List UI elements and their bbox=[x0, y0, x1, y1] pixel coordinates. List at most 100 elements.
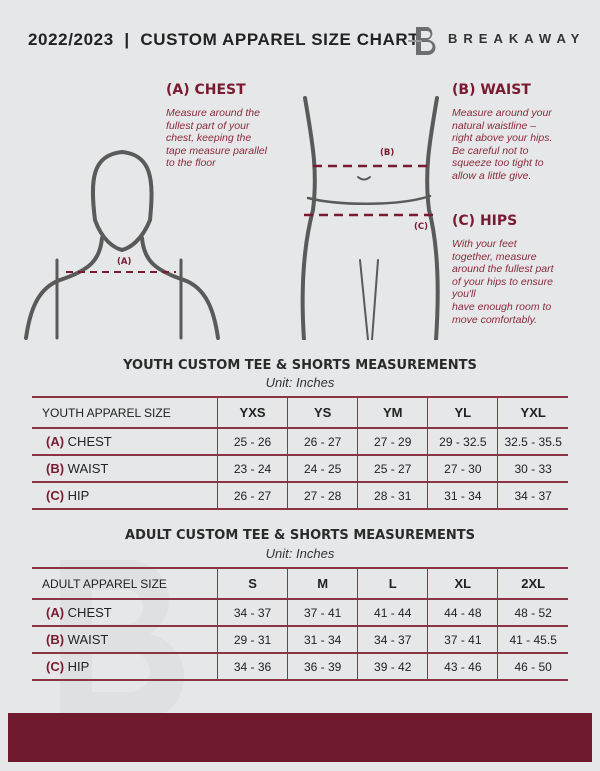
measurement-cell: 25 - 26 bbox=[216, 427, 288, 456]
upper-body-silhouette bbox=[24, 149, 220, 340]
waist-heading: (B) WAIST bbox=[452, 82, 531, 98]
table-row: (A) CHEST 34 - 37 37 - 41 41 - 44 44 - 48 48 … bbox=[32, 598, 568, 627]
row-letter: (B) bbox=[46, 461, 65, 476]
description-line: Measure around the bbox=[166, 107, 260, 119]
measurement-cell: 23 - 24 bbox=[216, 454, 288, 483]
description-line: natural waistline – bbox=[452, 119, 537, 132]
adult-table-title: ADULT CUSTOM TEE & SHORTS MEASUREMENTS bbox=[125, 528, 475, 543]
page-title: 2022/2023 | CUSTOM APPAREL SIZE CHART bbox=[28, 30, 420, 49]
breakaway-logo-icon bbox=[408, 27, 436, 55]
row-name: WAIST bbox=[67, 461, 109, 476]
measurement-cell: 48 - 52 bbox=[497, 598, 568, 627]
measurement-cell: 27 - 29 bbox=[357, 427, 428, 456]
description-line: squeeze too tight to bbox=[452, 157, 544, 170]
row-label: (A) CHEST bbox=[32, 427, 218, 456]
row-letter: (A) bbox=[46, 434, 65, 449]
table-row: (B) WAIST 23 - 24 24 - 25 25 - 27 27 - 30 30 … bbox=[32, 454, 568, 483]
row-label: (B) WAIST bbox=[32, 625, 218, 654]
table-row: (C) HIP 34 - 36 36 - 39 39 - 42 43 - 46 46 - … bbox=[32, 652, 568, 681]
row-letter: (C) bbox=[46, 659, 65, 674]
measurement-cell: 30 - 33 bbox=[497, 454, 568, 483]
measurement-cell: 41 - 45.5 bbox=[497, 625, 568, 654]
footer-band bbox=[8, 713, 592, 762]
measurement-cell: 27 - 30 bbox=[427, 454, 498, 483]
table-row: (C) HIP 26 - 27 27 - 28 28 - 31 31 - 34 34 - … bbox=[32, 481, 568, 510]
size-column-header: YXL bbox=[497, 396, 568, 429]
size-column-header: YXS bbox=[216, 396, 288, 429]
measurement-cell: 24 - 25 bbox=[287, 454, 358, 483]
row-letter: (A) bbox=[46, 605, 65, 620]
size-column-header: M bbox=[287, 567, 358, 600]
description-line: allow a little give. bbox=[452, 169, 532, 182]
size-column-header: YM bbox=[357, 396, 428, 429]
measurement-cell: 29 - 31 bbox=[216, 625, 288, 654]
description-line: right above your hips. bbox=[452, 132, 553, 145]
row-letter: (B) bbox=[46, 632, 65, 647]
description-line: around the fullest part bbox=[452, 263, 554, 276]
measurement-cell: 32.5 - 35.5 bbox=[497, 427, 568, 456]
measurement-cell: 28 - 31 bbox=[357, 481, 428, 510]
description-line: have enough room to bbox=[452, 300, 552, 313]
lower-body-silhouette bbox=[300, 96, 440, 340]
chest-description: Measure around the fullest part of your ch… bbox=[166, 107, 267, 170]
description-line: you'll bbox=[452, 288, 476, 301]
youth-table-title: YOUTH CUSTOM TEE & SHORTS MEASUREMENTS bbox=[123, 358, 477, 373]
row-label: (C) HIP bbox=[32, 481, 218, 510]
measurement-cell: 25 - 27 bbox=[357, 454, 428, 483]
adult-unit: Unit: Inches bbox=[265, 546, 335, 561]
youth-unit: Unit: Inches bbox=[265, 375, 335, 390]
measurement-cell: 34 - 36 bbox=[216, 652, 288, 681]
row-name: HIP bbox=[67, 488, 90, 503]
row-name: CHEST bbox=[67, 605, 112, 620]
measurement-cell: 37 - 41 bbox=[287, 598, 358, 627]
description-line: of your hips to ensure bbox=[452, 275, 553, 288]
hips-heading: (C) HIPS bbox=[452, 213, 518, 229]
chest-marker: (A) bbox=[117, 257, 132, 267]
measurement-cell: 36 - 39 bbox=[287, 652, 358, 681]
row-label: (C) HIP bbox=[32, 652, 218, 681]
description-line: tape measure parallel bbox=[166, 144, 267, 157]
size-column-header: XL bbox=[427, 567, 498, 600]
row-name: WAIST bbox=[67, 632, 109, 647]
measurement-cell: 26 - 27 bbox=[287, 427, 358, 456]
row-name: HIP bbox=[67, 659, 90, 674]
measurement-cell: 26 - 27 bbox=[216, 481, 288, 510]
description-line: chest, keeping the bbox=[166, 132, 252, 145]
hips-marker: (C) bbox=[414, 222, 429, 232]
table-header-row: ADULT APPAREL SIZE S M L XL 2XL bbox=[32, 567, 568, 600]
hips-description: With your feet together, measure around th… bbox=[452, 238, 554, 326]
measurement-cell: 41 - 44 bbox=[357, 598, 428, 627]
size-column-header: 2XL bbox=[497, 567, 568, 600]
measurement-cell: 31 - 34 bbox=[287, 625, 358, 654]
waist-marker: (B) bbox=[380, 148, 395, 158]
measurement-cell: 44 - 48 bbox=[427, 598, 498, 627]
measurement-cell: 27 - 28 bbox=[287, 481, 358, 510]
description-line: With your feet bbox=[452, 238, 517, 250]
description-line: Be careful not to bbox=[452, 144, 529, 157]
table-row: (A) CHEST 25 - 26 26 - 27 27 - 29 29 - 32.5 3… bbox=[32, 427, 568, 456]
description-line: Measure around your bbox=[452, 107, 552, 119]
measurement-cell: 31 - 34 bbox=[427, 481, 498, 510]
row-letter: (C) bbox=[46, 488, 65, 503]
measurement-cell: 37 - 41 bbox=[427, 625, 498, 654]
measurement-cell: 46 - 50 bbox=[497, 652, 568, 681]
row-name: CHEST bbox=[67, 434, 112, 449]
adult-size-table: ADULT APPAREL SIZE S M L XL 2XL (A) CHEST 34 - … bbox=[32, 567, 568, 681]
size-column-header: YL bbox=[427, 396, 498, 429]
size-column-header: L bbox=[357, 567, 428, 600]
row-label: (A) CHEST bbox=[32, 598, 218, 627]
description-line: fullest part of your bbox=[166, 119, 250, 132]
table-header-row: YOUTH APPAREL SIZE YXS YS YM YL YXL bbox=[32, 396, 568, 429]
measurement-cell: 29 - 32.5 bbox=[427, 427, 498, 456]
measurement-cell: 39 - 42 bbox=[357, 652, 428, 681]
table-row: (B) WAIST 29 - 31 31 - 34 34 - 37 37 - 41 41 … bbox=[32, 625, 568, 654]
brand-name: BREAKAWAY bbox=[448, 31, 586, 46]
row-label: (B) WAIST bbox=[32, 454, 218, 483]
size-header-label: ADULT APPAREL SIZE bbox=[32, 567, 218, 600]
size-header-label: YOUTH APPAREL SIZE bbox=[32, 396, 218, 429]
body-measurement-illustration bbox=[24, 96, 440, 340]
measurement-cell: 34 - 37 bbox=[357, 625, 428, 654]
youth-size-table: YOUTH APPAREL SIZE YXS YS YM YL YXL (A) CHEST 2… bbox=[32, 396, 568, 510]
chest-heading: (A) CHEST bbox=[166, 82, 246, 98]
description-line: to the floor bbox=[166, 157, 216, 170]
